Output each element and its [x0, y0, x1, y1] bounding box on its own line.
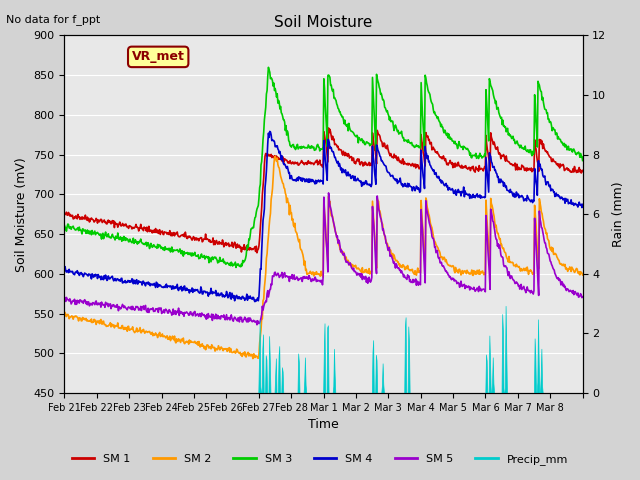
- Title: Soil Moisture: Soil Moisture: [275, 15, 372, 30]
- Y-axis label: Rain (mm): Rain (mm): [612, 181, 625, 247]
- Y-axis label: Soil Moisture (mV): Soil Moisture (mV): [15, 157, 28, 272]
- X-axis label: Time: Time: [308, 419, 339, 432]
- Text: VR_met: VR_met: [132, 50, 185, 63]
- Text: No data for f_ppt: No data for f_ppt: [6, 14, 100, 25]
- Legend: SM 1, SM 2, SM 3, SM 4, SM 5, Precip_mm: SM 1, SM 2, SM 3, SM 4, SM 5, Precip_mm: [68, 450, 572, 469]
